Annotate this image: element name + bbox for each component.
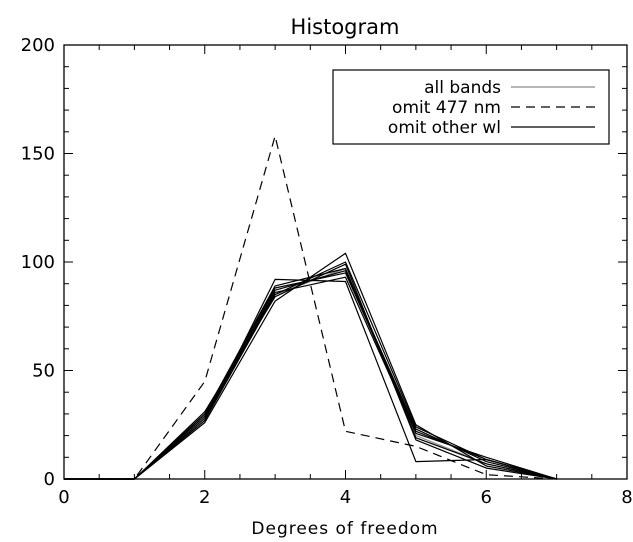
x-tick-label: 6 — [481, 487, 492, 508]
series-line-9 — [64, 261, 557, 480]
series-line-8 — [64, 267, 557, 480]
legend-label: omit 477 nm — [392, 98, 501, 118]
x-axis-label: Degrees of freedom — [251, 519, 438, 539]
x-tick-label: 0 — [58, 487, 69, 508]
y-tick-label: 50 — [32, 361, 55, 382]
axis-ticks: 0 2 4 6 8 0 50 100 150 200 — [21, 35, 633, 508]
series-line-6 — [64, 270, 557, 480]
x-tick-label: 2 — [199, 487, 210, 508]
series-line-7 — [64, 276, 557, 480]
y-tick-label: 0 — [44, 469, 55, 490]
chart-title: Histogram — [291, 15, 400, 39]
x-tick-label: 8 — [621, 487, 632, 508]
y-tick-label: 150 — [21, 144, 55, 165]
legend-label: all bands — [424, 78, 501, 98]
series-line-4 — [64, 252, 557, 480]
series-line-5 — [64, 263, 557, 480]
series-line-omit-477-nm — [64, 135, 557, 480]
x-tick-label: 4 — [340, 487, 351, 508]
series-line-3 — [64, 272, 557, 480]
series-lines — [64, 135, 557, 480]
legend-label: omit other wl — [388, 118, 501, 138]
y-tick-label: 200 — [21, 35, 55, 56]
y-tick-label: 100 — [21, 252, 55, 273]
series-line-2 — [64, 278, 557, 480]
series-line-all-bands — [64, 267, 557, 480]
